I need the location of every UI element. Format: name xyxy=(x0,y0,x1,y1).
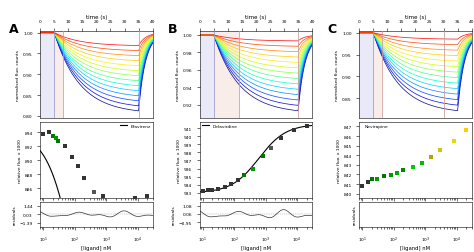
Y-axis label: normalised fluo. counts: normalised fluo. counts xyxy=(16,50,20,100)
Text: Nevirapine: Nevirapine xyxy=(365,124,389,129)
Point xyxy=(234,178,242,182)
Point xyxy=(450,139,457,143)
Point xyxy=(303,124,310,128)
Point xyxy=(240,173,247,177)
X-axis label: time (s): time (s) xyxy=(245,15,267,19)
Y-axis label: normalised fluo. counts: normalised fluo. counts xyxy=(176,50,180,100)
Point xyxy=(68,155,75,159)
Point xyxy=(290,128,298,132)
Y-axis label: residuals: residuals xyxy=(353,205,356,224)
Y-axis label: residuals: residuals xyxy=(13,205,17,224)
Point xyxy=(364,180,372,184)
Bar xyxy=(214,32,239,118)
Point xyxy=(427,155,435,160)
Point xyxy=(81,176,88,180)
Point xyxy=(205,189,212,193)
Bar xyxy=(55,32,63,118)
Point xyxy=(90,190,98,194)
X-axis label: time (s): time (s) xyxy=(405,15,426,19)
Text: B: B xyxy=(168,23,178,36)
Point xyxy=(381,175,388,179)
Point xyxy=(400,168,407,172)
Point xyxy=(74,164,82,168)
Point xyxy=(277,136,284,140)
Point xyxy=(131,197,138,201)
Point xyxy=(358,184,366,188)
Point xyxy=(437,149,444,153)
Y-axis label: relative fluo. x 1000: relative fluo. x 1000 xyxy=(337,139,340,182)
X-axis label: [ligand] nM: [ligand] nM xyxy=(82,245,111,250)
Bar xyxy=(40,32,55,118)
Bar xyxy=(374,32,382,118)
Point xyxy=(55,139,62,143)
Text: C: C xyxy=(328,23,337,36)
Point xyxy=(267,147,275,151)
Y-axis label: relative fluo. x 1000: relative fluo. x 1000 xyxy=(177,139,181,182)
Point xyxy=(214,187,222,191)
Y-axis label: normalised fluo. counts: normalised fluo. counts xyxy=(335,50,339,100)
Point xyxy=(199,190,207,194)
Point xyxy=(393,171,401,175)
Point xyxy=(100,195,107,199)
Point xyxy=(52,136,60,140)
Point xyxy=(49,134,56,138)
Point xyxy=(374,178,381,182)
Point xyxy=(39,132,47,136)
X-axis label: [ligand] nM: [ligand] nM xyxy=(241,245,271,250)
Legend: Delavirdine: Delavirdine xyxy=(202,124,237,129)
X-axis label: time (s): time (s) xyxy=(86,15,107,19)
Point xyxy=(221,185,228,190)
Point xyxy=(112,199,119,203)
Bar xyxy=(359,32,374,118)
Point xyxy=(419,161,426,165)
Point xyxy=(45,131,53,135)
Point xyxy=(228,182,235,186)
X-axis label: [ligand] nM: [ligand] nM xyxy=(401,245,430,250)
Point xyxy=(62,144,69,148)
Legend: Efavirenz: Efavirenz xyxy=(120,124,150,129)
Point xyxy=(259,155,266,159)
Point xyxy=(387,174,394,178)
Y-axis label: residuals: residuals xyxy=(172,205,176,224)
Point xyxy=(143,195,151,199)
Point xyxy=(462,129,470,133)
Point xyxy=(209,188,216,192)
Point xyxy=(368,178,375,182)
Point xyxy=(249,167,257,171)
Point xyxy=(409,165,417,169)
Bar xyxy=(200,32,214,118)
Text: A: A xyxy=(9,23,18,36)
Y-axis label: relative fluo. x 1000: relative fluo. x 1000 xyxy=(18,139,22,182)
